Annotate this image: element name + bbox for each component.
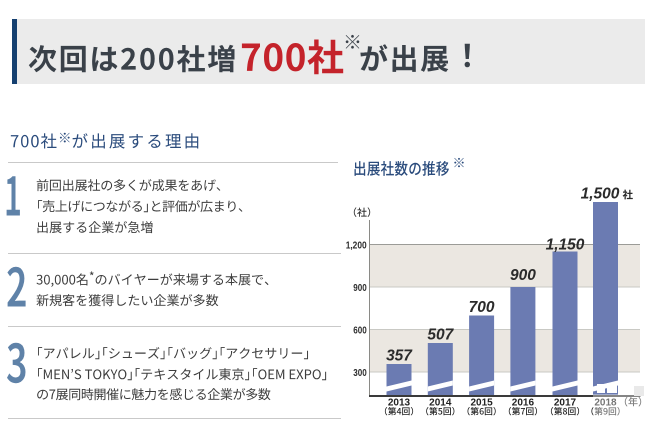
- svg-text:2016: 2016: [512, 398, 535, 409]
- svg-text:900: 900: [353, 283, 367, 294]
- svg-text:300: 300: [353, 368, 367, 379]
- svg-text:2018: 2018: [594, 398, 617, 409]
- svg-text:2013: 2013: [388, 398, 411, 409]
- svg-text:2017: 2017: [554, 398, 577, 409]
- svg-text:507: 507: [427, 327, 454, 344]
- svg-text:900: 900: [510, 267, 536, 284]
- svg-text:1,200: 1,200: [346, 241, 367, 252]
- svg-text:1,500: 1,500: [581, 186, 620, 203]
- svg-text:700: 700: [469, 299, 495, 316]
- svg-text:1,150: 1,150: [546, 237, 585, 254]
- svg-text:2014: 2014: [429, 398, 452, 409]
- svg-text:600: 600: [353, 326, 367, 337]
- svg-text:2015: 2015: [470, 398, 493, 409]
- svg-text:357: 357: [386, 348, 413, 365]
